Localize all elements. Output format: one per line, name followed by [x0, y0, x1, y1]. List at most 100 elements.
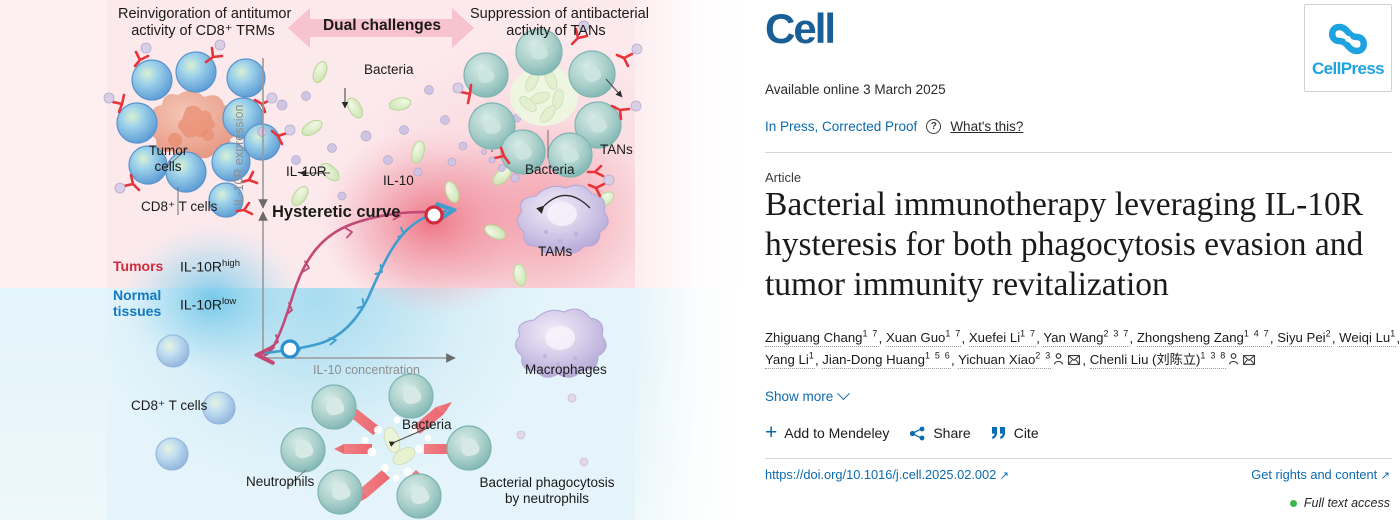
whats-this-link[interactable]: What's this?: [950, 119, 1024, 134]
get-rights-and-content-link[interactable]: Get rights and content ↗: [1251, 467, 1390, 482]
doi-text: https://doi.org/10.1016/j.cell.2025.02.0…: [765, 467, 997, 482]
add-to-mendeley-label: Add to Mendeley: [784, 425, 890, 441]
tan-cluster: [452, 20, 643, 178]
tumor-cell-cluster: [149, 90, 239, 159]
cellpress-mark-icon: [1329, 23, 1367, 55]
press-status-label[interactable]: In Press, Corrected Proof: [765, 119, 918, 134]
rights-text: Get rights and content: [1251, 467, 1378, 482]
author-affiliation-superscript: 1 4 7: [1243, 329, 1270, 339]
right-heading: Suppression of antibacterial activity of…: [470, 6, 649, 40]
il10-ligand-group: [103, 39, 296, 194]
external-link-icon: ↗: [999, 470, 1010, 482]
tam-macrophage: [481, 149, 615, 254]
article-pane: Cell CellPress Available online 3 March …: [745, 0, 1400, 520]
panel-right-fade: [635, 0, 745, 520]
hysteretic-curve-chart: [263, 58, 455, 358]
neutrophil-phagocytosis-group: [280, 373, 492, 519]
cite-button[interactable]: Cite: [991, 425, 1039, 441]
chart-title: Hysteretic curve: [272, 203, 401, 221]
footer-divider: [765, 458, 1392, 459]
quote-icon: [991, 427, 1005, 439]
question-mark-icon[interactable]: ?: [926, 119, 942, 134]
chart-xlabel: IL-10 concentration: [313, 363, 421, 377]
press-status-row: In Press, Corrected Proof ? What's this?: [765, 119, 1023, 134]
author-affiliation-superscript: 1: [1390, 329, 1397, 339]
il10-bottom-beads: [516, 393, 589, 467]
tans-label: TANs: [600, 142, 633, 157]
normal-tissues-label: Normal tissues: [113, 287, 162, 319]
page-title: Bacterial immunotherapy leveraging IL-10…: [765, 186, 1364, 303]
author-link[interactable]: Siyu Pei2: [1277, 329, 1332, 348]
tumor-cells-label: Tumor cells: [148, 143, 188, 174]
show-more-label: Show more: [765, 389, 834, 404]
cellpress-logo[interactable]: CellPress: [1304, 4, 1392, 92]
tumors-label: Tumors: [113, 258, 164, 274]
author-affiliation-superscript: 2 3: [1035, 350, 1052, 361]
macrophage-normal: [515, 308, 607, 378]
bacteria-label-phago: Bacteria: [402, 417, 452, 432]
cd8-t-cell-group-bottom: [155, 334, 236, 471]
author-affiliation-superscript: 1 7: [862, 329, 879, 339]
il10-label: IL-10: [383, 173, 414, 188]
add-to-mendeley-button[interactable]: + Add to Mendeley: [765, 420, 890, 444]
cd8-t-cells-label-bottom: CD8⁺ T cells: [131, 398, 208, 413]
action-toolbar: + Add to Mendeley Share Cite: [765, 420, 1039, 444]
author-link[interactable]: Weiqi Lu1: [1339, 329, 1397, 348]
doi-link[interactable]: https://doi.org/10.1016/j.cell.2025.02.0…: [765, 467, 1009, 482]
cellpress-wordmark: CellPress: [1311, 59, 1385, 78]
high-state-marker: [424, 205, 444, 225]
cd8-t-cells-label-top: CD8⁺ T cells: [141, 199, 218, 214]
author-link[interactable]: Yichuan Xiao2 3: [958, 350, 1052, 370]
macrophages-label: Macrophages: [525, 362, 607, 377]
engulfed-bacteria-mass: [510, 66, 578, 126]
author-affiliation-superscript: 1 3 8: [1200, 350, 1227, 361]
left-heading: Reinvigoration of antitumor activity of …: [118, 6, 292, 40]
il10r-low-label: IL-10Rlow: [180, 296, 237, 313]
author-affiliation-superscript: 2: [1325, 329, 1332, 339]
author-link[interactable]: Xuan Guo1 7: [885, 329, 962, 348]
author-affiliation-superscript: 1 7: [1020, 329, 1037, 339]
il10r-high-label: IL-10Rhigh: [180, 258, 240, 275]
header-divider: [765, 152, 1392, 153]
share-label: Share: [933, 425, 971, 441]
il10r-label: IL-10R: [286, 164, 327, 179]
cell-journal-logo[interactable]: Cell: [765, 5, 836, 52]
author-link[interactable]: Yan Wang2 3 7: [1043, 329, 1130, 348]
show-more-button[interactable]: Show more: [765, 387, 851, 404]
abstract-illustration: [103, 8, 643, 519]
chevron-down-icon: [837, 387, 851, 401]
author-affiliation-superscript: 1 5 6: [924, 350, 951, 361]
neutrophils-label: Neutrophils: [246, 474, 315, 489]
author-affiliation-superscript: 1: [808, 350, 815, 361]
author-list: Zhiguang Chang1 7, Xuan Guo1 7, Xuefei L…: [765, 329, 1400, 370]
author-link[interactable]: Yang Li1: [765, 350, 815, 370]
il10r-receptor-group: [111, 46, 289, 216]
dual-challenges-label: Dual challenges: [322, 17, 441, 34]
phagocytosis-caption: Bacterial phagocytosis by neutrophils: [479, 475, 615, 506]
author-link[interactable]: Jian-Dong Huang1 5 6: [822, 350, 951, 370]
cite-label: Cite: [1013, 425, 1039, 441]
bacteria-label-tans: Bacteria: [525, 162, 575, 177]
article-type-kicker: Article: [765, 170, 802, 185]
tams-label: TAMs: [538, 244, 573, 259]
author-link[interactable]: Chenli Liu (刘陈立)1 3 8: [1089, 350, 1227, 370]
plus-icon: +: [765, 420, 778, 444]
full-text-access-badge: Full text access: [1289, 496, 1390, 510]
chart-ylabel: IL-10R expression: [232, 104, 246, 206]
author-affiliation-superscript: 1 7: [945, 329, 962, 339]
bacteria-label-top: Bacteria: [364, 62, 414, 77]
low-state-marker: [280, 339, 300, 359]
share-icon: [910, 426, 925, 440]
author-link[interactable]: Zhongsheng Zang1 4 7: [1136, 329, 1270, 348]
author-link[interactable]: Zhiguang Chang1 7: [765, 329, 879, 348]
dual-challenges-banner: [288, 8, 474, 48]
author-link[interactable]: Xuefei Li1 7: [968, 329, 1037, 348]
access-status-label: Full text access: [1303, 496, 1390, 510]
graphical-abstract[interactable]: Reinvigoration of antitumor activity of …: [0, 0, 745, 520]
availability-date: Available online 3 March 2025: [765, 82, 946, 97]
external-link-icon: ↗: [1380, 470, 1390, 482]
share-button[interactable]: Share: [909, 425, 971, 441]
author-affiliation-superscript: 2 3 7: [1103, 329, 1130, 339]
access-status-dot: [1289, 499, 1297, 507]
